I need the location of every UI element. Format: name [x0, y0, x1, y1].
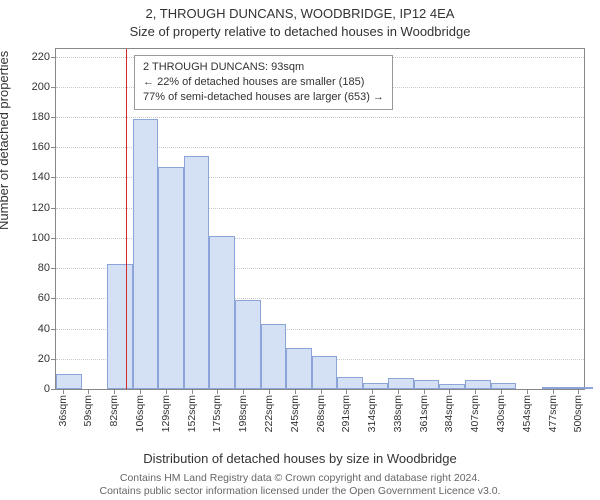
x-tick-label: 407sqm	[469, 395, 481, 432]
y-tick-label: 20	[38, 353, 50, 365]
histogram-bar	[542, 387, 568, 389]
histogram-bar	[363, 383, 389, 389]
x-tick-mark	[553, 389, 554, 394]
y-axis-label: Number of detached properties	[0, 51, 11, 230]
x-tick-mark	[88, 389, 89, 394]
histogram-bar	[286, 348, 312, 389]
histogram-bar	[388, 378, 414, 389]
x-tick-label: 338sqm	[392, 395, 404, 432]
x-tick-mark	[321, 389, 322, 394]
y-tick-mark	[51, 268, 56, 269]
y-tick-mark	[51, 298, 56, 299]
y-tick-mark	[51, 147, 56, 148]
footer-line-1: Contains HM Land Registry data © Crown c…	[0, 472, 600, 485]
histogram-bar	[235, 300, 261, 389]
x-tick-label: 430sqm	[495, 395, 507, 432]
y-tick-mark	[51, 117, 56, 118]
x-tick-label: 198sqm	[237, 395, 249, 432]
y-tick-mark	[51, 208, 56, 209]
histogram-bar	[133, 119, 159, 389]
y-tick-mark	[51, 87, 56, 88]
x-tick-mark	[166, 389, 167, 394]
histogram-bar	[107, 264, 133, 389]
x-tick-label: 222sqm	[263, 395, 275, 432]
x-tick-mark	[295, 389, 296, 394]
x-tick-mark	[475, 389, 476, 394]
y-tick-label: 140	[32, 171, 50, 183]
y-tick-label: 120	[32, 202, 50, 214]
x-tick-label: 175sqm	[211, 395, 223, 432]
x-tick-mark	[217, 389, 218, 394]
y-tick-label: 40	[38, 323, 50, 335]
x-tick-mark	[372, 389, 373, 394]
y-tick-label: 80	[38, 262, 50, 274]
property-marker-line	[126, 49, 127, 389]
x-tick-mark	[398, 389, 399, 394]
x-tick-label: 36sqm	[57, 395, 69, 427]
y-tick-mark	[51, 177, 56, 178]
histogram-bar	[414, 380, 440, 389]
chart-subtitle: Size of property relative to detached ho…	[0, 24, 600, 39]
y-tick-mark	[51, 359, 56, 360]
y-tick-label: 60	[38, 292, 50, 304]
x-tick-label: 291sqm	[340, 395, 352, 432]
histogram-bar	[184, 156, 210, 389]
chart-title: 2, THROUGH DUNCANS, WOODBRIDGE, IP12 4EA	[0, 6, 600, 21]
x-tick-mark	[501, 389, 502, 394]
plot-area: 02040608010012014016018020022036sqm59sqm…	[55, 48, 585, 390]
y-tick-mark	[51, 389, 56, 390]
x-tick-mark	[269, 389, 270, 394]
x-tick-mark	[346, 389, 347, 394]
x-tick-label: 59sqm	[82, 395, 94, 427]
histogram-bar	[567, 387, 593, 389]
histogram-bar	[158, 167, 184, 389]
x-tick-mark	[63, 389, 64, 394]
x-tick-label: 454sqm	[521, 395, 533, 432]
x-tick-mark	[114, 389, 115, 394]
legend-line-3: 77% of semi-detached houses are larger (…	[143, 90, 384, 105]
y-tick-label: 200	[32, 81, 50, 93]
y-tick-label: 180	[32, 111, 50, 123]
x-tick-mark	[243, 389, 244, 394]
y-tick-label: 160	[32, 141, 50, 153]
y-tick-label: 220	[32, 51, 50, 63]
x-tick-label: 82sqm	[108, 395, 120, 427]
histogram-bar	[465, 380, 491, 389]
y-tick-label: 100	[32, 232, 50, 244]
legend-box: 2 THROUGH DUNCANS: 93sqm← 22% of detache…	[134, 55, 393, 110]
footer-line-2: Contains public sector information licen…	[0, 485, 600, 498]
x-tick-label: 314sqm	[366, 395, 378, 432]
histogram-bar	[312, 356, 338, 389]
x-tick-label: 268sqm	[315, 395, 327, 432]
histogram-bar	[491, 383, 517, 389]
x-tick-mark	[192, 389, 193, 394]
x-tick-label: 129sqm	[160, 395, 172, 432]
x-tick-mark	[140, 389, 141, 394]
histogram-bar	[439, 384, 465, 389]
legend-line-1: 2 THROUGH DUNCANS: 93sqm	[143, 60, 384, 75]
x-tick-label: 245sqm	[289, 395, 301, 432]
y-tick-mark	[51, 238, 56, 239]
x-tick-label: 384sqm	[443, 395, 455, 432]
x-tick-label: 477sqm	[547, 395, 559, 432]
histogram-bar	[56, 374, 82, 389]
property-size-chart: 2, THROUGH DUNCANS, WOODBRIDGE, IP12 4EA…	[0, 0, 600, 500]
x-tick-label: 106sqm	[134, 395, 146, 432]
x-tick-mark	[578, 389, 579, 394]
y-tick-mark	[51, 57, 56, 58]
x-tick-label: 500sqm	[572, 395, 584, 432]
x-axis-label: Distribution of detached houses by size …	[0, 451, 600, 466]
x-tick-label: 152sqm	[186, 395, 198, 432]
x-tick-label: 361sqm	[418, 395, 430, 432]
y-tick-mark	[51, 329, 56, 330]
footer-attribution: Contains HM Land Registry data © Crown c…	[0, 472, 600, 498]
legend-line-2: ← 22% of detached houses are smaller (18…	[143, 75, 384, 90]
histogram-bar	[209, 236, 235, 389]
histogram-bar	[261, 324, 287, 389]
histogram-bar	[337, 377, 363, 389]
x-tick-mark	[527, 389, 528, 394]
x-tick-mark	[449, 389, 450, 394]
y-tick-label: 0	[44, 383, 50, 395]
x-tick-mark	[424, 389, 425, 394]
